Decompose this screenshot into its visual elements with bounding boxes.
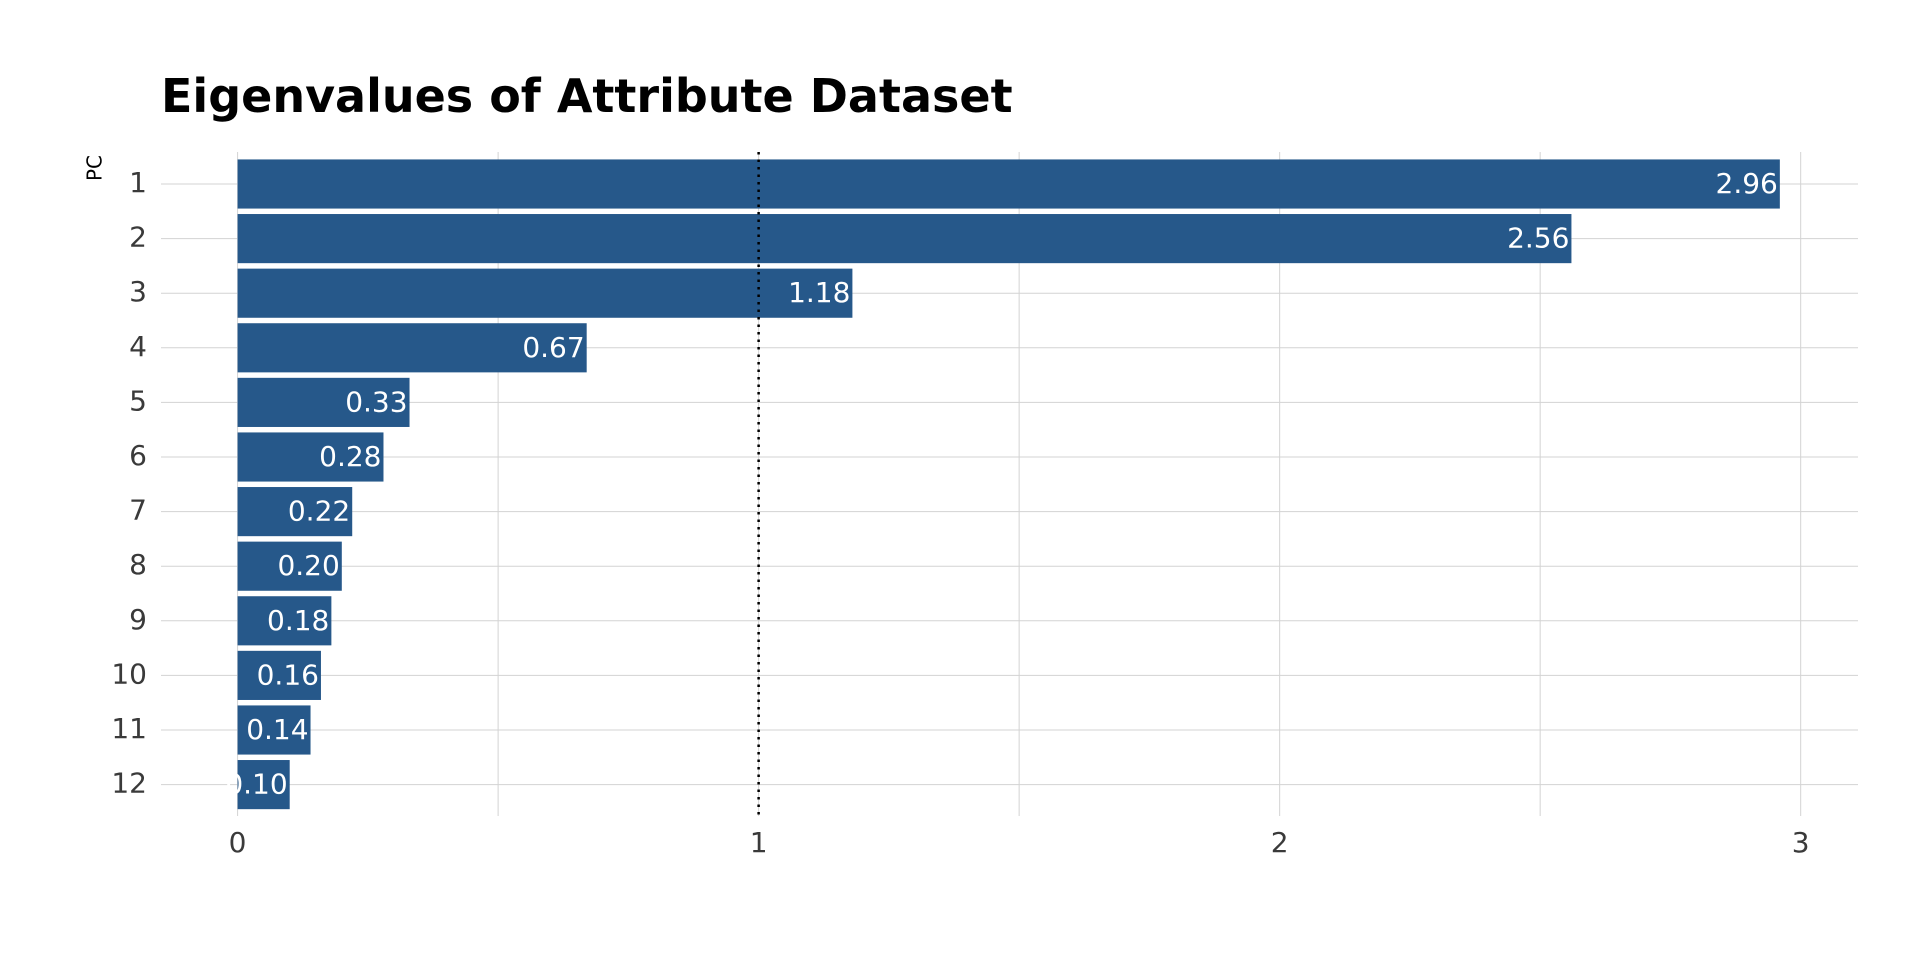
data-label: 0.20	[277, 549, 339, 582]
bar	[237, 159, 1780, 209]
y-tick-label: 3	[129, 275, 147, 308]
bar	[237, 268, 853, 318]
bar	[237, 705, 311, 755]
y-tick-label: 11	[111, 712, 147, 745]
bar	[237, 377, 410, 427]
data-label: 0.10	[225, 768, 287, 801]
x-tick-label: 2	[1271, 826, 1289, 859]
bar	[237, 650, 321, 700]
data-label: 2.96	[1716, 167, 1778, 200]
data-label: 0.33	[345, 385, 407, 418]
y-tick-label: 10	[111, 657, 147, 690]
bar	[237, 487, 353, 537]
x-tick-label: 0	[229, 826, 247, 859]
data-label: 0.14	[246, 713, 308, 746]
y-tick-label: 12	[111, 767, 147, 800]
x-tick-label: 3	[1792, 826, 1810, 859]
bar	[237, 432, 384, 482]
y-tick-label: 4	[129, 330, 147, 363]
bar	[237, 760, 290, 810]
bar	[237, 214, 1572, 264]
data-label: 1.18	[788, 276, 850, 309]
data-label: 0.22	[288, 495, 350, 528]
data-label: 0.16	[257, 658, 319, 691]
bar	[237, 596, 332, 646]
x-tick-label: 1	[750, 826, 768, 859]
bar	[237, 541, 342, 591]
chart-title: Eigenvalues of Attribute Dataset	[161, 69, 1013, 123]
y-tick-label: 1	[129, 166, 147, 199]
y-tick-label: 6	[129, 439, 147, 472]
data-label: 0.28	[319, 440, 381, 473]
data-label: 0.18	[267, 604, 329, 637]
data-label: 2.56	[1507, 222, 1569, 255]
y-tick-label: 9	[129, 603, 147, 636]
y-tick-label: 5	[129, 384, 147, 417]
y-axis-label: PC	[83, 155, 107, 181]
bar	[237, 323, 587, 373]
y-tick-label: 2	[129, 221, 147, 254]
y-tick-label: 8	[129, 548, 147, 581]
data-label: 0.67	[522, 331, 584, 364]
y-tick-label: 7	[129, 494, 147, 527]
